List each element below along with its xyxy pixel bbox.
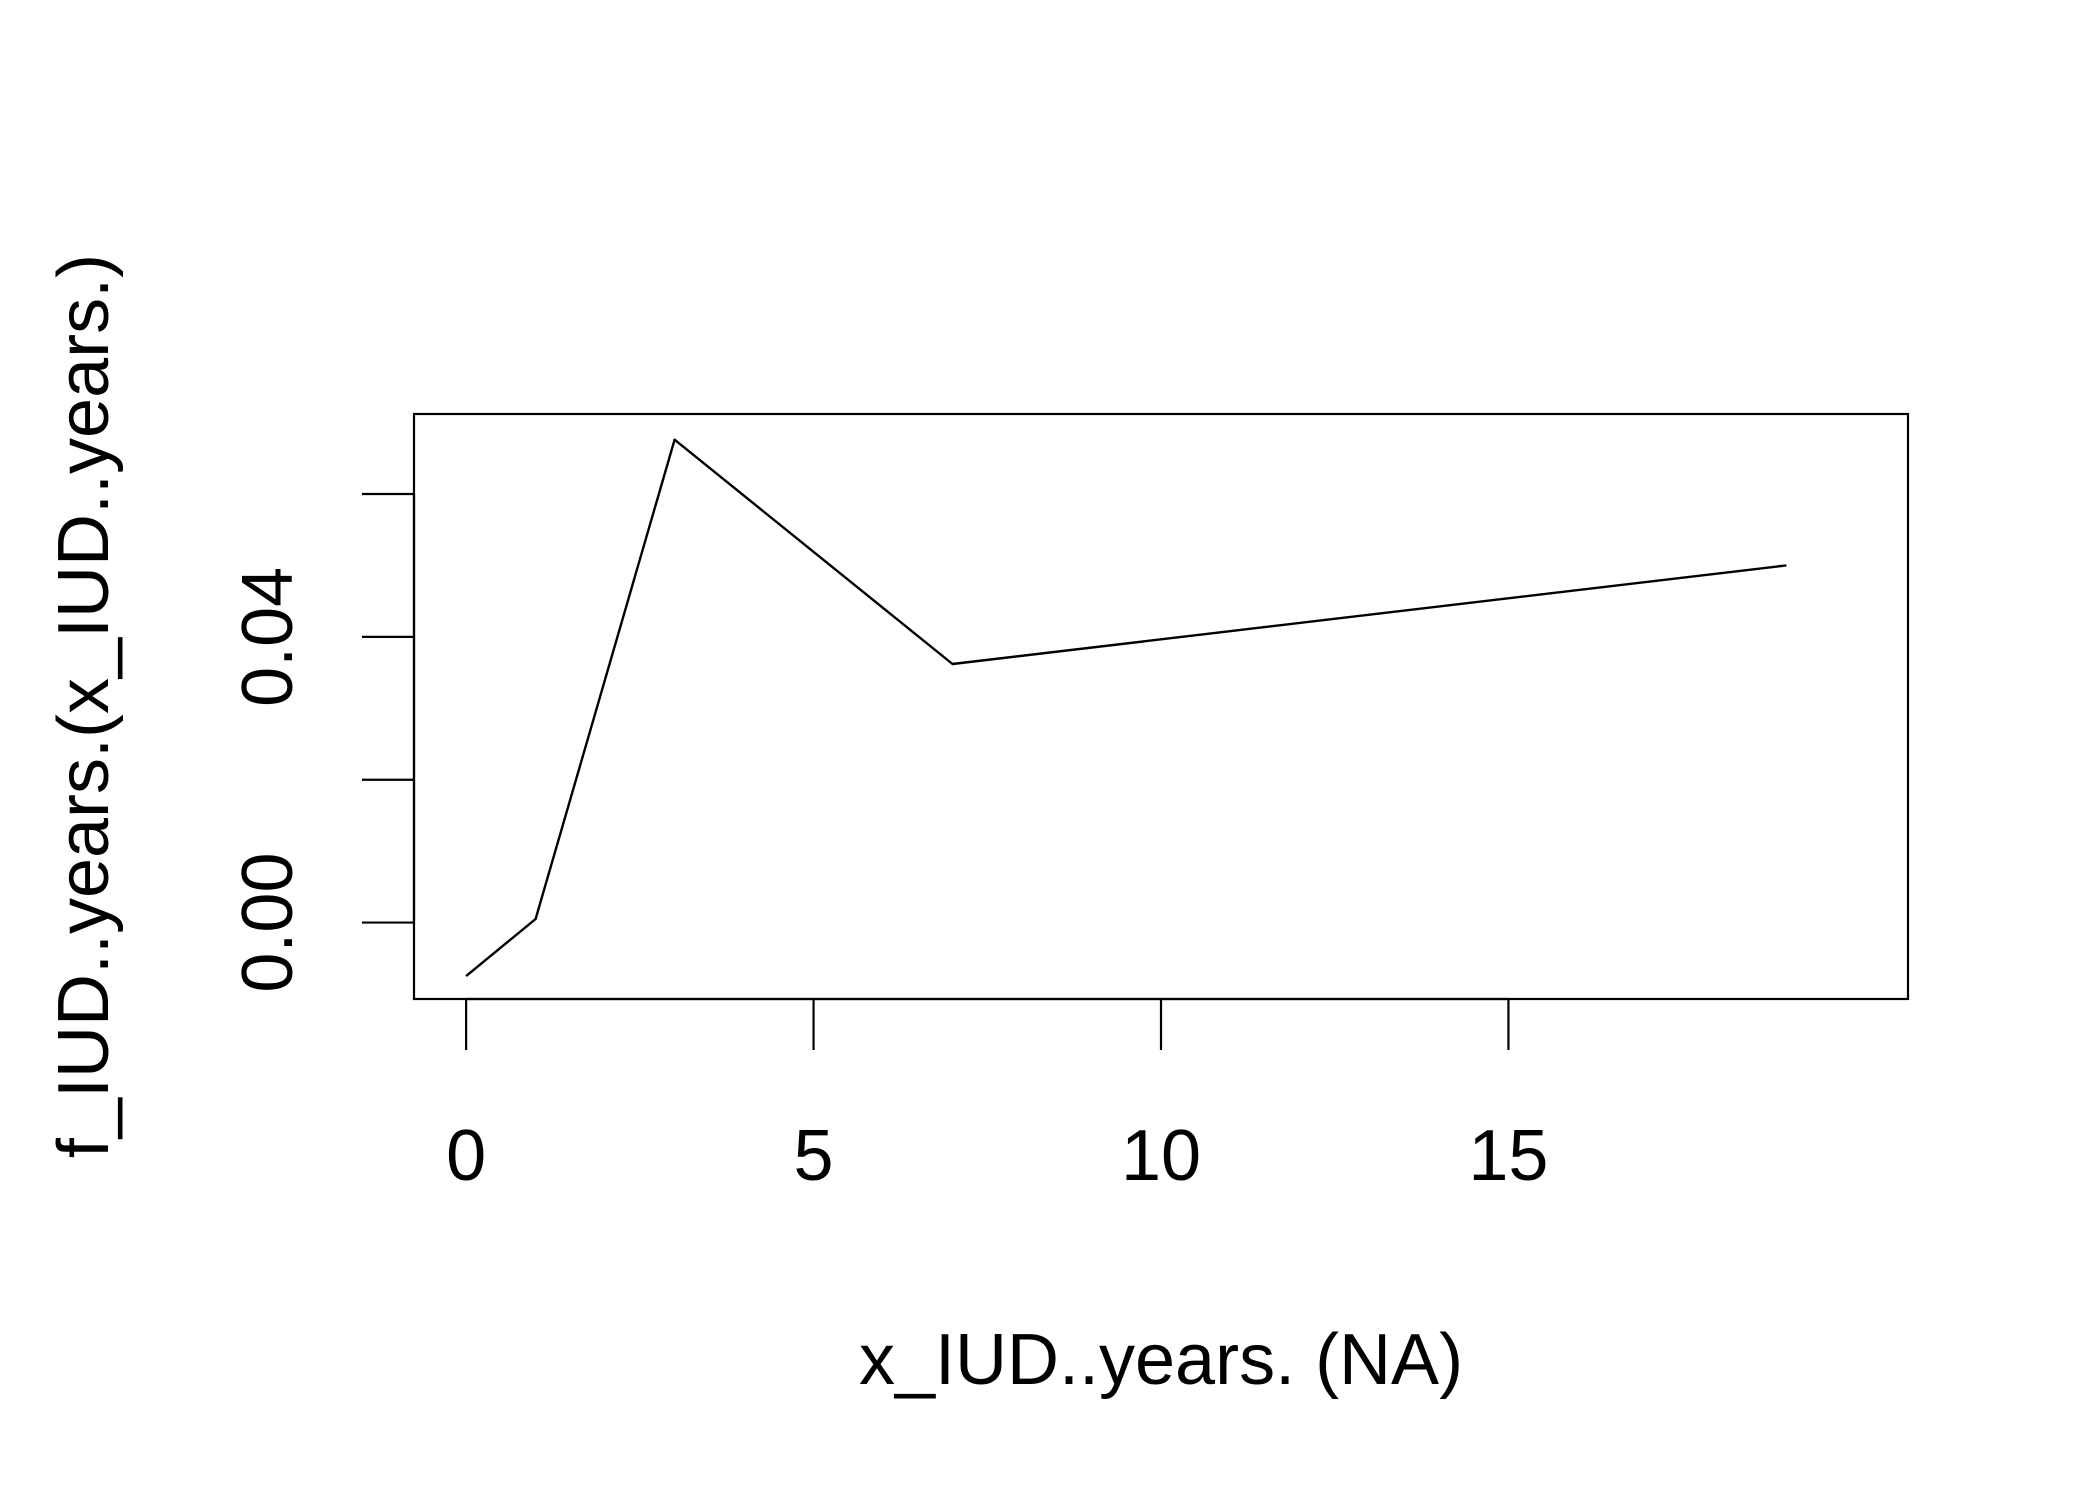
x-tick-label: 5 — [794, 1116, 834, 1196]
x-tick-label: 10 — [1121, 1116, 1201, 1196]
x-tick-label: 15 — [1468, 1116, 1548, 1196]
x-axis: 0 5 10 15 — [446, 997, 1548, 1196]
series-layer — [465, 438, 1787, 978]
y-tick-label: 0.04 — [228, 567, 308, 707]
series-line — [465, 438, 1787, 978]
x-axis-label: x_IUD..years. (NA) — [859, 1320, 1463, 1400]
plot-frame — [412, 412, 1910, 1001]
y-tick-label: 0.00 — [228, 853, 308, 993]
y-axis: 0.00 0.04 — [228, 492, 416, 993]
y-axis-label: f_IUD..years.(x_IUD..years.) — [44, 254, 124, 1158]
x-tick-label: 0 — [446, 1116, 486, 1196]
